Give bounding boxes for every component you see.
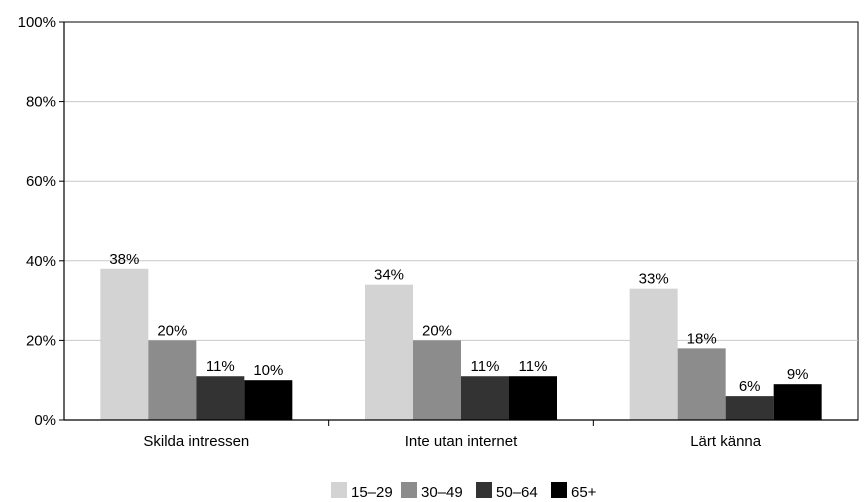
- data-label: 11%: [206, 358, 235, 375]
- bar: [773, 384, 822, 420]
- legend-swatch: [401, 482, 417, 498]
- legend: 15–29 30–49 50–64 65+: [331, 482, 597, 501]
- y-tick-label: 60%: [26, 173, 56, 190]
- bars: [100, 268, 822, 420]
- legend-label: 50–64: [496, 484, 538, 501]
- bar: [677, 348, 726, 420]
- legend-swatch: [551, 482, 567, 498]
- data-labels: 38% 20% 11% 10% 34% 20% 11% 11% 33% 18% 6% 9%: [109, 251, 808, 395]
- y-tick-label: 80%: [26, 94, 56, 111]
- data-label: 9%: [787, 366, 809, 383]
- data-label: 11%: [519, 358, 548, 375]
- legend-swatch: [331, 482, 347, 498]
- data-label: 20%: [157, 322, 187, 339]
- y-tick-label: 40%: [26, 253, 56, 270]
- category-label: Inte utan internet: [405, 433, 518, 450]
- bar: [509, 376, 557, 420]
- bar: [365, 284, 413, 420]
- legend-label: 65+: [571, 484, 597, 501]
- data-label: 34%: [374, 267, 404, 284]
- bar: [725, 396, 774, 420]
- data-label: 20%: [422, 322, 452, 339]
- data-label: 38%: [109, 251, 139, 268]
- legend-label: 30–49: [421, 484, 463, 501]
- data-label: 10%: [253, 362, 283, 379]
- category-label: Lärt känna: [690, 433, 762, 450]
- data-label: 18%: [687, 330, 717, 347]
- category-label: Skilda intressen: [143, 433, 249, 450]
- bar: [244, 380, 293, 420]
- y-tick-label: 20%: [26, 332, 56, 349]
- bar: [413, 340, 461, 420]
- y-axis: 0% 20% 40% 60% 80% 100%: [18, 14, 65, 429]
- data-label: 11%: [471, 358, 500, 375]
- bar: [461, 376, 509, 420]
- y-tick-label: 100%: [18, 14, 56, 31]
- y-tick-label: 0%: [34, 412, 56, 429]
- legend-label: 15–29: [351, 484, 393, 501]
- legend-swatch: [476, 482, 492, 498]
- bar: [148, 340, 197, 420]
- data-label: 33%: [639, 271, 669, 288]
- bar: [196, 376, 245, 420]
- data-label: 6%: [739, 378, 761, 395]
- x-axis: Skilda intressen Inte utan internet Lärt k…: [64, 419, 858, 450]
- bar: [629, 288, 678, 420]
- bar: [100, 268, 149, 420]
